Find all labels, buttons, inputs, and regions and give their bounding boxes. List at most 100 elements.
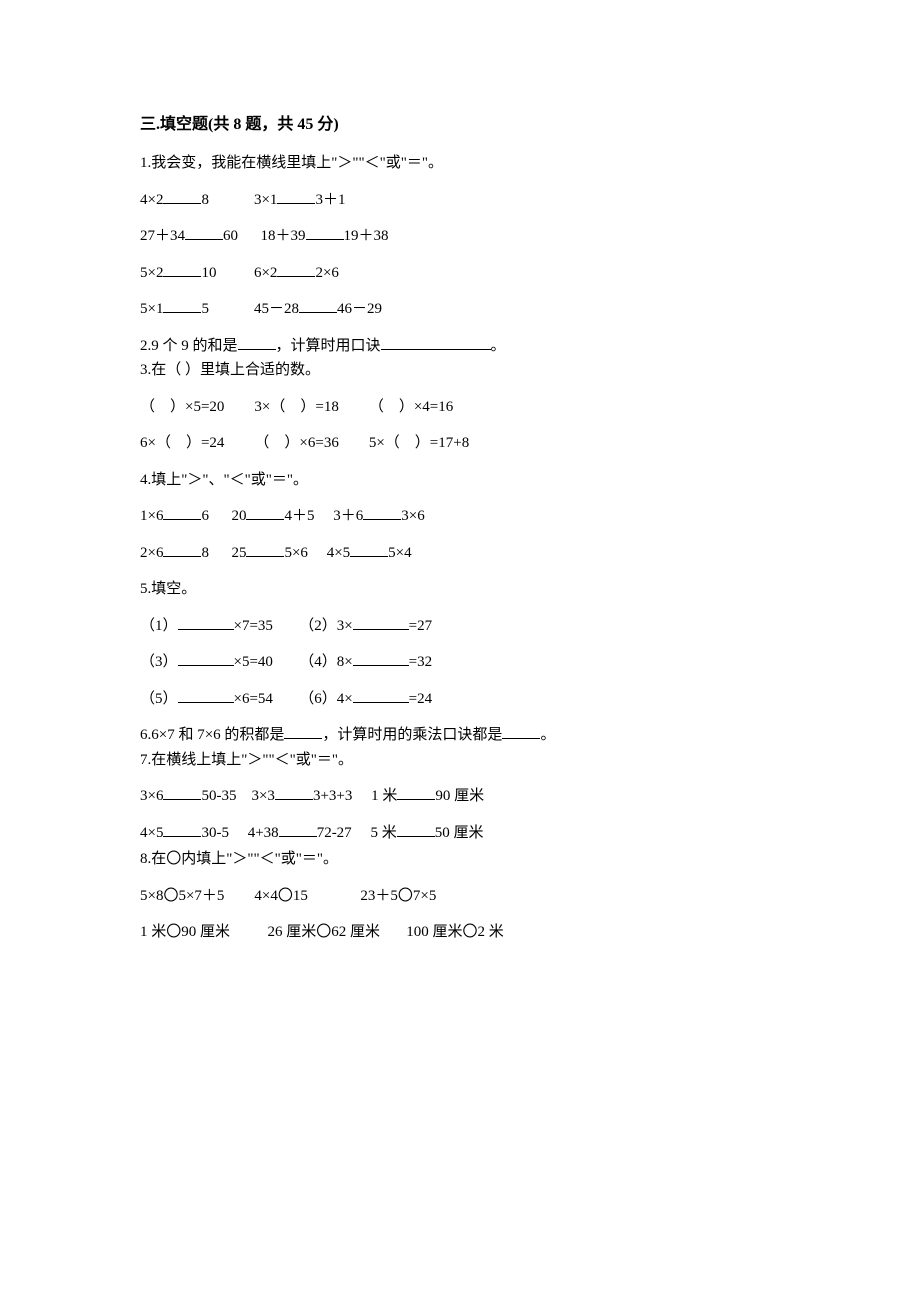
expr-text: 2×6 [140, 545, 163, 561]
expr-text: 100 厘米〇2 米 [406, 924, 504, 940]
fill-blank[interactable] [397, 823, 435, 837]
question-3-row-2: 6×（ ）=24 （ ）×6=36 5×（ ）=17+8 [140, 432, 780, 455]
expr-text: 3×（ ）=18 [254, 399, 338, 415]
question-8-row-2: 1 米〇90 厘米 26 厘米〇62 厘米 100 厘米〇2 米 [140, 921, 780, 944]
fill-blank[interactable] [381, 336, 491, 350]
question-2: 2.9 个 9 的和是，计算时用口诀。 [140, 335, 780, 358]
fill-blank[interactable] [178, 616, 234, 630]
fill-blank[interactable] [350, 543, 388, 557]
expr-text: 72-27 [317, 825, 352, 841]
expr-text: 3×6 [140, 788, 163, 804]
question-1-row-1: 4×2 8 3×1 3＋1 [140, 189, 780, 212]
expr-text: ×5=40 [234, 654, 273, 670]
expr-text: =27 [409, 618, 432, 634]
expr-text: 2×6 [315, 265, 338, 281]
expr-text: （1） [140, 618, 178, 634]
expr-text: （ ）×4=16 [369, 399, 453, 415]
fill-blank[interactable] [275, 786, 313, 800]
question-1: 1.我会变，我能在横线里填上"＞""＜"或"＝"。 4×28 3×13＋1 27… [140, 152, 780, 321]
fill-blank[interactable] [238, 336, 276, 350]
expr-text: 4+38 [248, 825, 279, 841]
question-8-intro: 8.在〇内填上"＞""＜"或"＝"。 [140, 848, 780, 871]
expr-text: 60 [223, 228, 238, 244]
question-3-intro: 3.在（ ）里填上合适的数。 [140, 359, 780, 382]
fill-blank[interactable] [163, 786, 201, 800]
expr-text: （6）4× [299, 691, 352, 707]
fill-blank[interactable] [306, 226, 344, 240]
expr-text: ，计算时用的乘法口诀都是 [322, 727, 502, 743]
expr-text: 8 [201, 545, 209, 561]
fill-blank[interactable] [353, 616, 409, 630]
question-7-row-1: 3×650-35 3×33+3+3 1 米90 厘米 [140, 785, 780, 808]
expr-text: 26 厘米〇62 厘米 [268, 924, 381, 940]
fill-blank[interactable] [353, 652, 409, 666]
fill-blank[interactable] [163, 263, 201, 277]
expr-text: 。 [491, 338, 506, 354]
expr-text: 30-5 [201, 825, 229, 841]
expr-text: 1 米 [371, 788, 397, 804]
expr-text: 3×1 [254, 192, 277, 208]
expr-text: 90 厘米 [435, 788, 484, 804]
expr-text: 3×3 [251, 788, 274, 804]
question-7: 7.在横线上填上"＞""＜"或"＝"。 3×650-35 3×33+3+3 1 … [140, 749, 780, 845]
fill-blank[interactable] [277, 190, 315, 204]
expr-text: 1 米〇90 厘米 [140, 924, 230, 940]
expr-text: 50 厘米 [435, 825, 484, 841]
expr-text: 3×6 [401, 508, 424, 524]
expr-text: 6×（ ）=24 [140, 435, 224, 451]
fill-blank[interactable] [163, 506, 201, 520]
expr-text: 3＋1 [315, 192, 345, 208]
question-8: 8.在〇内填上"＞""＜"或"＝"。 5×8〇5×7＋5 4×4〇15 23＋5… [140, 848, 780, 944]
fill-blank[interactable] [246, 543, 284, 557]
fill-blank[interactable] [502, 725, 540, 739]
fill-blank[interactable] [163, 543, 201, 557]
expr-text: 6 [201, 508, 209, 524]
expr-text: 8 [201, 192, 209, 208]
expr-text: 5 米 [370, 825, 396, 841]
expr-text: 4×4〇15 [254, 888, 307, 904]
question-4-row-2: 2×68 255×6 4×55×4 [140, 542, 780, 565]
expr-text: 1×6 [140, 508, 163, 524]
fill-blank[interactable] [163, 299, 201, 313]
question-4-row-1: 1×66 204＋5 3＋63×6 [140, 505, 780, 528]
question-6: 6.6×7 和 7×6 的积都是 ，计算时用的乘法口诀都是 。 [140, 724, 780, 747]
expr-text: （2）3× [299, 618, 352, 634]
fill-blank[interactable] [246, 506, 284, 520]
expr-text: （5） [140, 691, 178, 707]
expr-text: ×6=54 [234, 691, 273, 707]
expr-text: 19＋38 [344, 228, 389, 244]
expr-text: =32 [409, 654, 432, 670]
expr-text: 25 [231, 545, 246, 561]
expr-text: ，计算时用口诀 [276, 338, 381, 354]
fill-blank[interactable] [299, 299, 337, 313]
expr-text: 5×2 [140, 265, 163, 281]
question-3-row-1: （ ）×5=20 3×（ ）=18 （ ）×4=16 [140, 396, 780, 419]
section-title: 三.填空题(共 8 题，共 45 分) [140, 110, 780, 134]
fill-blank[interactable] [284, 725, 322, 739]
expr-text: 23＋5〇7×5 [360, 888, 436, 904]
question-4: 4.填上"＞"、"＜"或"＝"。 1×66 204＋5 3＋63×6 2×68 … [140, 469, 780, 565]
fill-blank[interactable] [185, 226, 223, 240]
expr-text: 6.6×7 和 7×6 的积都是 [140, 727, 284, 743]
expr-text: 6×2 [254, 265, 277, 281]
expr-text: 27＋34 [140, 228, 185, 244]
question-1-row-2: 27＋3460 18＋3919＋38 [140, 225, 780, 248]
expr-text: 。 [540, 727, 555, 743]
expr-text: （4）8× [299, 654, 352, 670]
expr-text: 5×8〇5×7＋5 [140, 888, 224, 904]
fill-blank[interactable] [178, 689, 234, 703]
expr-text: 4×2 [140, 192, 163, 208]
fill-blank[interactable] [163, 190, 201, 204]
expr-text: ×7=35 [234, 618, 273, 634]
expr-text: 46－29 [337, 301, 382, 317]
fill-blank[interactable] [178, 652, 234, 666]
question-5: 5.填空。 （1）×7=35 （2）3×=27 （3）×5=40 （4）8×=3… [140, 578, 780, 710]
fill-blank[interactable] [353, 689, 409, 703]
fill-blank[interactable] [363, 506, 401, 520]
fill-blank[interactable] [397, 786, 435, 800]
fill-blank[interactable] [279, 823, 317, 837]
fill-blank[interactable] [277, 263, 315, 277]
fill-blank[interactable] [163, 823, 201, 837]
expr-text: 5 [201, 301, 209, 317]
expr-text: （ ）×5=20 [140, 399, 224, 415]
